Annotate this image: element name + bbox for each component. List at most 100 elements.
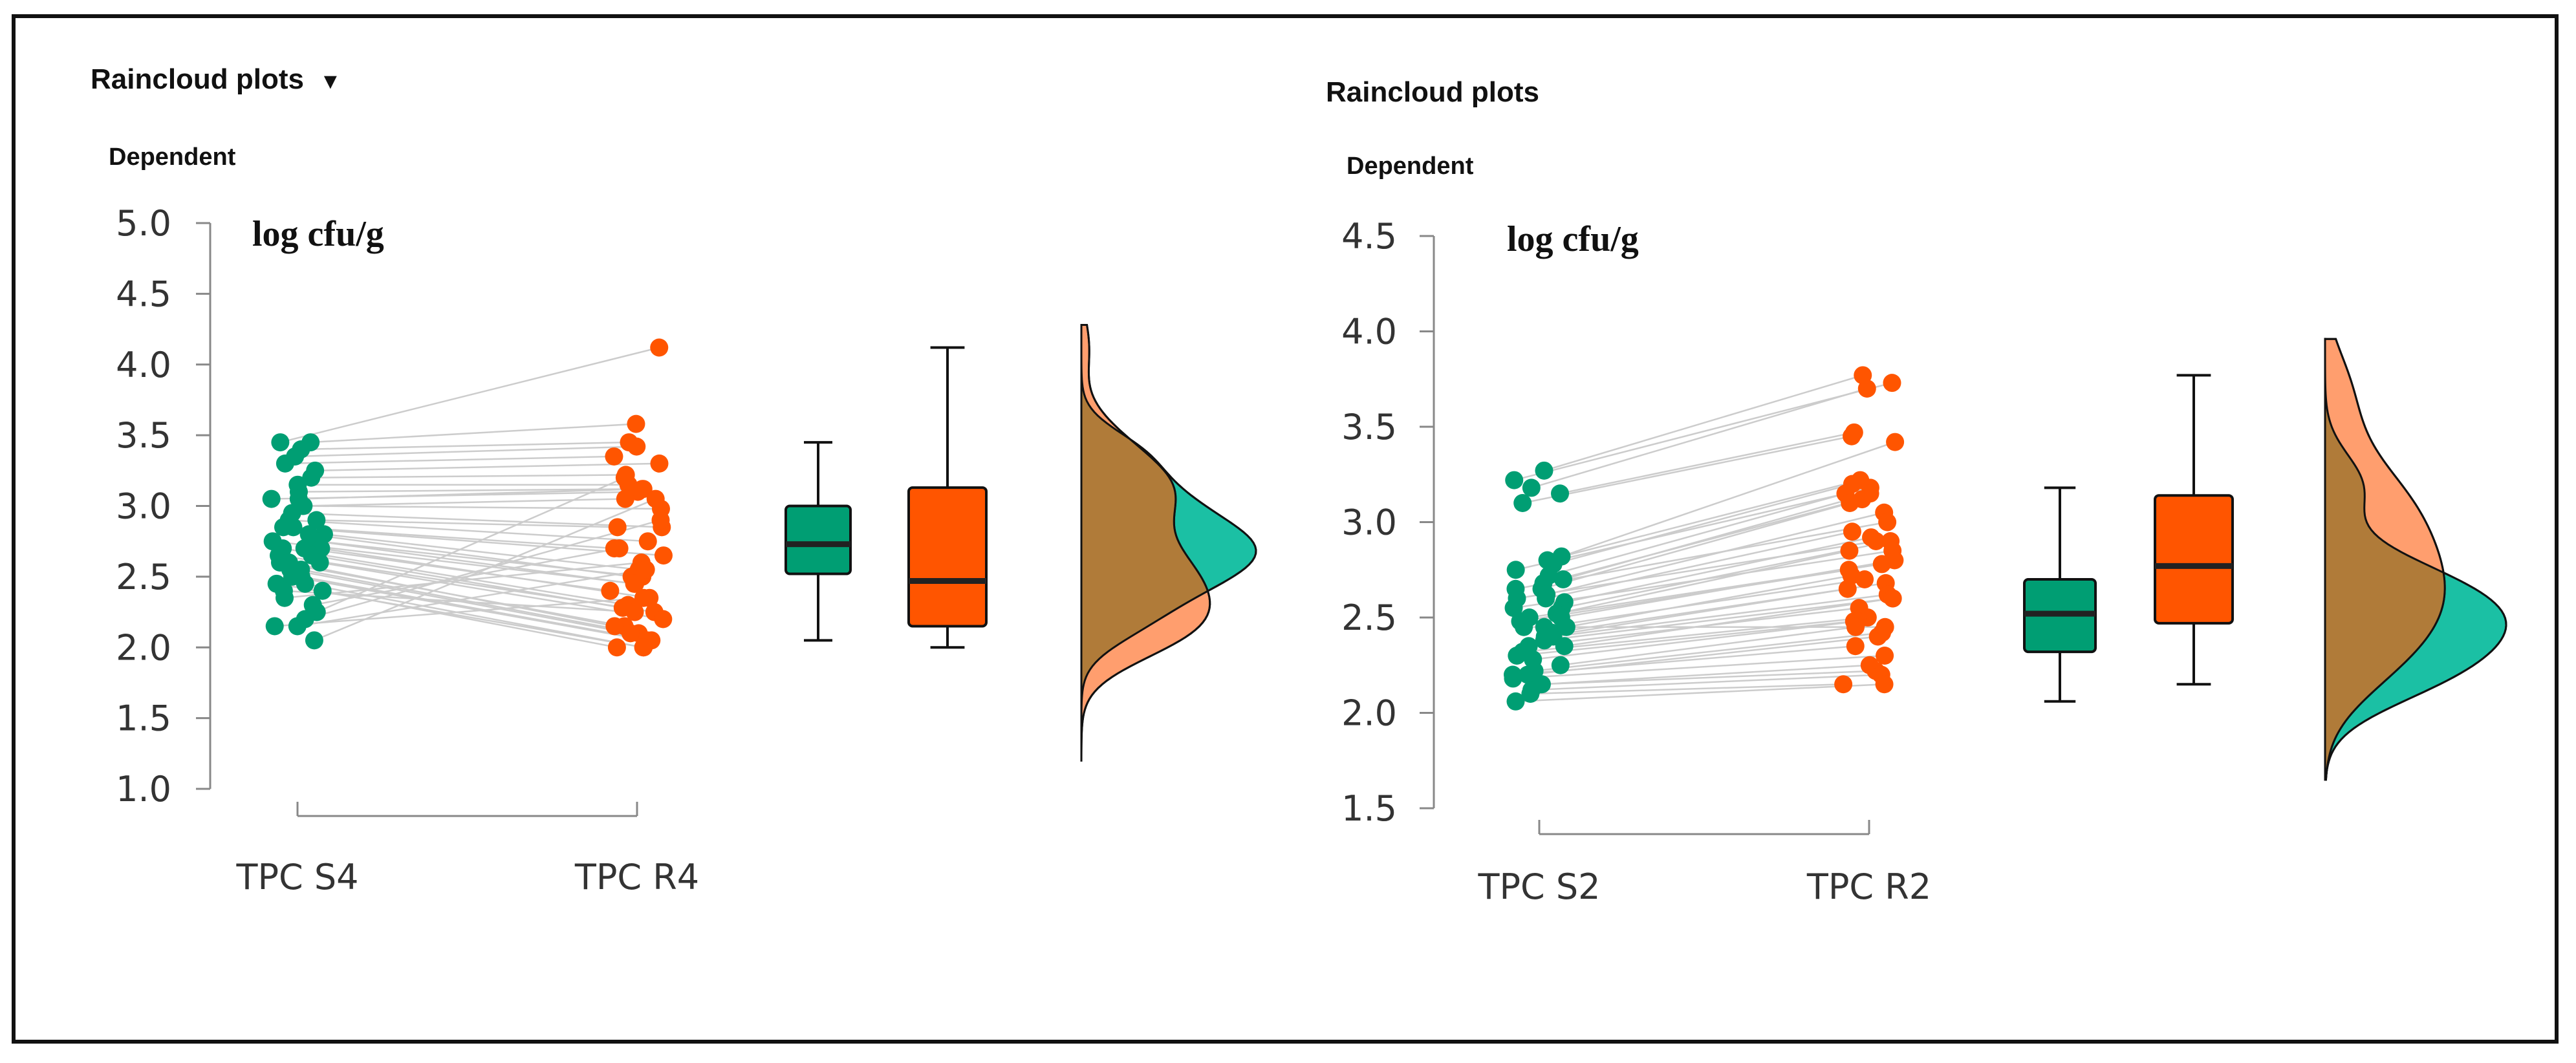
pair-line: [1517, 540, 1876, 599]
data-point-green: [276, 454, 294, 473]
data-point-green: [307, 511, 326, 530]
y-tick-label: 1.5: [1341, 788, 1397, 829]
data-point-orange: [615, 468, 634, 487]
pair-line: [1515, 487, 1871, 571]
x-tick-label: TPC S2: [1477, 866, 1600, 907]
y-tick-label: 4.0: [116, 345, 171, 385]
panel-1-title[interactable]: Raincloud plots ▼: [91, 63, 341, 96]
pair-line: [292, 575, 647, 641]
pair-line: [1544, 597, 1893, 641]
pair-line: [1515, 521, 1888, 590]
pair-line: [310, 423, 636, 444]
y-tick-label: 3.0: [116, 486, 171, 527]
data-point-green: [296, 574, 314, 593]
data-point-orange: [601, 581, 620, 600]
pair-line: [315, 462, 660, 472]
data-point-green: [1553, 570, 1572, 588]
data-point-orange: [1876, 647, 1894, 665]
data-point-green: [1505, 471, 1524, 489]
caret-down-icon[interactable]: ▼: [319, 69, 341, 94]
y-tick-label: 4.5: [116, 274, 171, 314]
pair-line: [303, 505, 661, 510]
pair-line: [314, 498, 656, 641]
pair-line: [1561, 441, 1896, 557]
pair-line: [1544, 588, 1848, 638]
data-point-orange: [608, 518, 627, 537]
pair-line: [288, 561, 615, 627]
pair-line: [1513, 654, 1885, 680]
panel-2-title: Raincloud plots: [1326, 76, 1539, 108]
y-tick-label: 3.0: [1341, 502, 1397, 543]
pair-line: [1534, 632, 1883, 672]
pair-line: [1520, 569, 1849, 623]
data-point-green: [1537, 589, 1555, 608]
pair-line: [1544, 374, 1863, 472]
data-point-orange: [1878, 513, 1897, 532]
x-tick-label: TPC S4: [235, 857, 358, 897]
panel-2-dependent-label: Dependent: [1347, 153, 1474, 180]
data-point-orange: [1841, 494, 1859, 512]
data-point-green: [1506, 561, 1525, 579]
data-point-orange: [1876, 617, 1894, 636]
data-point-orange: [625, 603, 644, 621]
pair-line: [1541, 664, 1870, 685]
data-point-orange: [1840, 541, 1859, 560]
pair-line: [293, 526, 614, 550]
data-point-green: [1557, 617, 1575, 636]
data-point-orange: [1872, 555, 1891, 574]
pair-line: [302, 498, 625, 507]
pair-line: [1566, 574, 1852, 628]
data-point-orange: [650, 338, 669, 357]
data-point-green: [1521, 685, 1540, 703]
pair-line: [297, 568, 646, 627]
data-point-orange: [1886, 433, 1905, 451]
pair-line: [1543, 498, 1863, 585]
unit-label: log cfu/g: [252, 214, 384, 254]
data-point-orange: [627, 437, 646, 456]
data-point-orange: [1838, 579, 1857, 598]
data-point-orange: [1883, 374, 1901, 392]
box-orange: [907, 486, 988, 628]
data-point-orange: [654, 546, 673, 565]
pair-line: [323, 533, 639, 571]
y-tick-label: 1.5: [116, 698, 171, 739]
pair-line: [301, 441, 629, 451]
data-point-orange: [1867, 532, 1885, 550]
panel-1-title-text: Raincloud plots: [91, 63, 304, 95]
data-point-orange: [638, 532, 657, 551]
cloud-orange-outline: [1080, 324, 1211, 762]
data-point-orange: [634, 638, 653, 657]
cloud-green-outline: [2324, 339, 2507, 781]
pair-line: [1547, 479, 1861, 561]
data-point-orange: [625, 574, 644, 593]
data-point-green: [274, 518, 292, 537]
data-point-orange: [654, 610, 673, 628]
unit-label: log cfu/g: [1507, 219, 1639, 259]
data-point-orange: [1857, 380, 1876, 398]
data-point-green: [1551, 656, 1570, 674]
y-tick-label: 2.5: [116, 557, 171, 597]
pair-line: [1531, 387, 1868, 489]
data-point-orange: [634, 588, 653, 607]
y-tick-label: 5.0: [116, 203, 171, 244]
pair-line: [1560, 626, 1856, 666]
box-orange: [2154, 494, 2234, 625]
y-tick-label: 3.5: [1341, 407, 1397, 447]
data-point-orange: [650, 454, 669, 473]
pair-line: [1564, 597, 1893, 647]
cloud-green-outline: [1080, 325, 1257, 761]
data-point-green: [1522, 478, 1541, 497]
box-green: [785, 504, 852, 575]
y-tick-label: 2.5: [1341, 597, 1397, 638]
y-tick-label: 2.0: [116, 627, 171, 668]
pair-line: [305, 583, 644, 649]
data-point-green: [1551, 484, 1570, 503]
data-point-orange: [636, 560, 655, 579]
pair-line: [1548, 493, 1846, 577]
data-point-green: [1535, 631, 1553, 650]
y-tick-label: 4.0: [1341, 312, 1397, 352]
pair-line: [1522, 435, 1852, 504]
data-point-orange: [651, 511, 670, 530]
data-point-green: [1506, 579, 1525, 598]
data-point-green: [302, 468, 321, 487]
